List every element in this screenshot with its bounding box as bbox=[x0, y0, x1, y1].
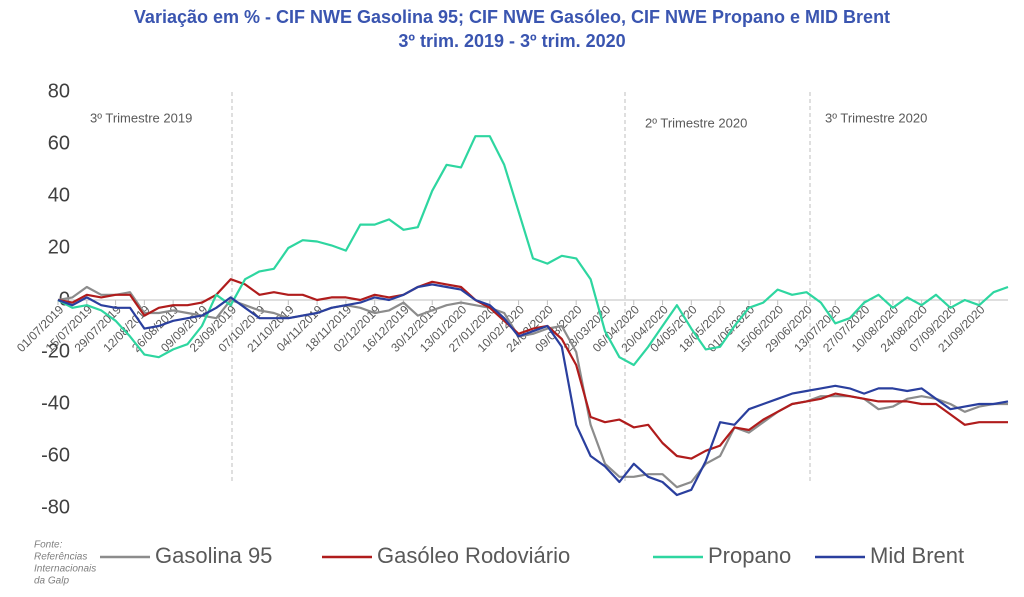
legend-label: Gasóleo Rodoviário bbox=[377, 543, 570, 568]
series-line bbox=[57, 283, 1009, 497]
legend-label: Propano bbox=[708, 543, 791, 568]
series-line bbox=[57, 135, 1009, 367]
y-tick-label: 80 bbox=[48, 80, 70, 102]
chart-title: Variação em % - CIF NWE Gasolina 95; CIF… bbox=[134, 7, 890, 27]
source: Internacionais bbox=[34, 564, 96, 575]
source: da Galp bbox=[34, 576, 69, 587]
y-tick-label: -20 bbox=[41, 340, 70, 362]
quarter-dividers bbox=[231, 92, 811, 482]
source: Fonte: bbox=[34, 540, 63, 551]
y-tick-label: 20 bbox=[48, 236, 70, 258]
chart-subtitle: 3º trim. 2019 - 3º trim. 2020 bbox=[398, 31, 625, 51]
legend-label: Gasolina 95 bbox=[155, 543, 272, 568]
annotation: 3º Trimestre 2019 bbox=[90, 110, 192, 125]
y-tick-label: -40 bbox=[41, 392, 70, 414]
y-tick-label: -60 bbox=[41, 444, 70, 466]
y-tick-label: -80 bbox=[41, 496, 70, 518]
annotation: 3º Trimestre 2020 bbox=[825, 110, 927, 125]
annotation: 2º Trimestre 2020 bbox=[645, 115, 747, 130]
source: Referências bbox=[34, 552, 87, 563]
legend-label: Mid Brent bbox=[870, 543, 964, 568]
y-tick-label: 60 bbox=[48, 132, 70, 154]
y-tick-label: 40 bbox=[48, 184, 70, 206]
